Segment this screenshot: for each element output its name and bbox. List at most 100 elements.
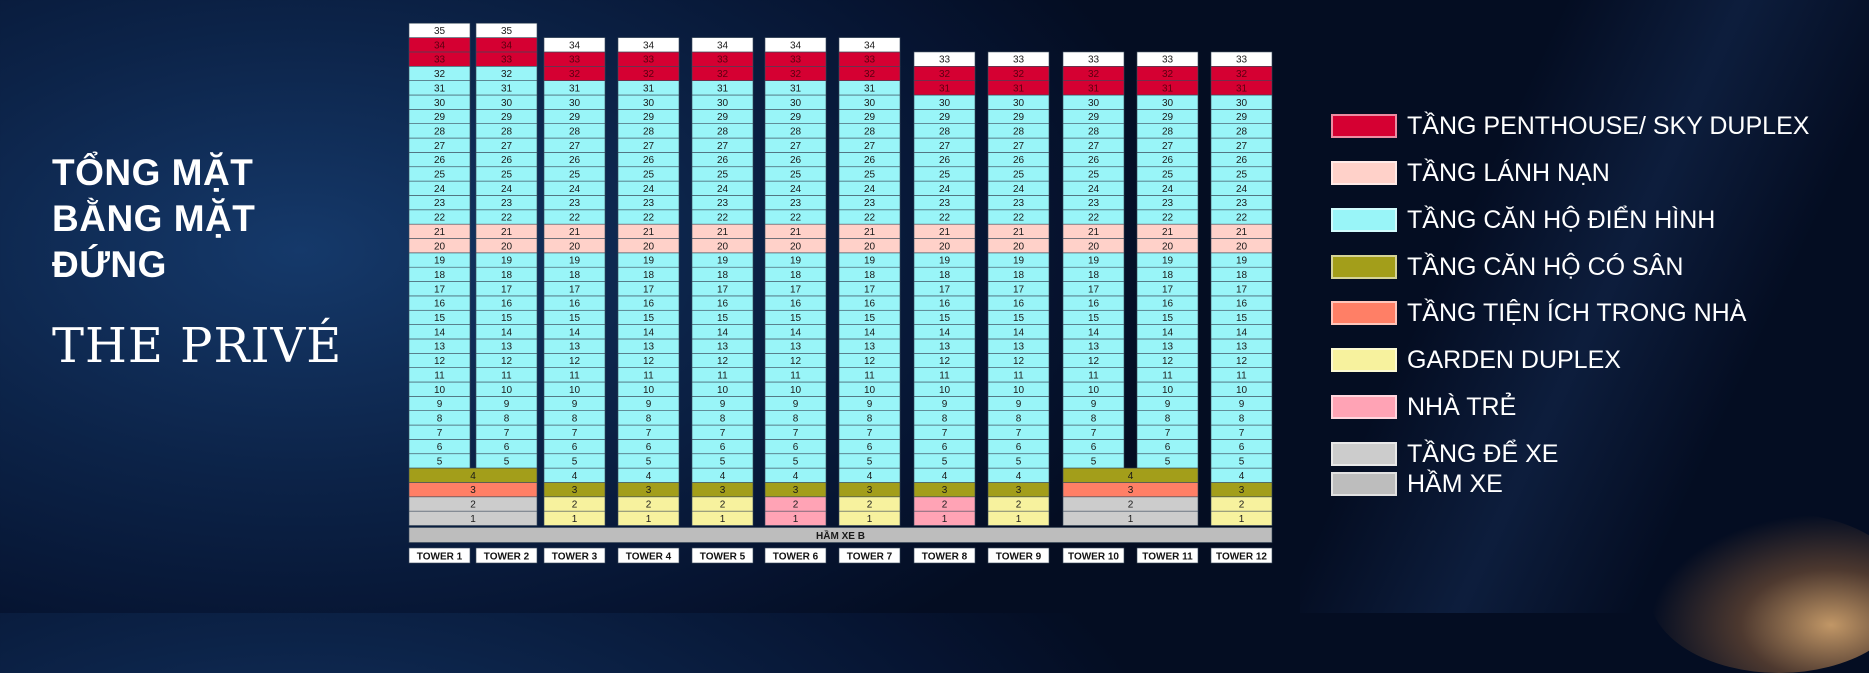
tower-label-box (408, 547, 471, 564)
floor-number: 24 (1162, 184, 1174, 195)
floor-number: 6 (1091, 442, 1097, 453)
floor-number: 20 (569, 241, 581, 252)
floor-number: 8 (867, 413, 873, 424)
floor-number: 3 (942, 485, 948, 496)
floor-number: 14 (1236, 327, 1248, 338)
floor-number: 26 (569, 155, 581, 166)
floor-number: 31 (434, 83, 446, 94)
floor-number: 32 (864, 69, 876, 80)
floor-number: 30 (569, 98, 581, 109)
floor-number: 3 (1239, 485, 1245, 496)
floor-number: 11 (501, 370, 512, 381)
floor-number: 22 (790, 213, 802, 224)
brand-logo-main: PRIVÉ (180, 318, 343, 374)
floor-number: 33 (643, 55, 655, 66)
floor-number: 22 (569, 213, 581, 224)
floor-number: 10 (939, 385, 951, 396)
floor-number: 12 (569, 356, 581, 367)
floor-number: 10 (790, 385, 802, 396)
floor-number: 27 (569, 141, 581, 152)
tower-label: TOWER 4 (626, 552, 672, 563)
floor-number: 5 (1016, 457, 1022, 468)
floor-number: 10 (1236, 385, 1248, 396)
floor-number: 24 (1013, 184, 1025, 195)
floor-number: 28 (1236, 126, 1248, 137)
floor-number: 20 (1236, 241, 1248, 252)
floor-number: 25 (1162, 170, 1174, 181)
floor-number: 22 (434, 213, 446, 224)
floor-number: 9 (1016, 399, 1022, 410)
floor-number: 4 (1239, 471, 1245, 482)
floor-number: 28 (717, 126, 729, 137)
floor-number: 21 (1162, 227, 1174, 238)
floor-number: 13 (1013, 342, 1025, 353)
floor-number: 3 (793, 485, 799, 496)
floor-number: 32 (790, 69, 802, 80)
floor-number: 32 (1013, 69, 1025, 80)
floor-number: 19 (569, 256, 581, 267)
floor-number: 32 (643, 69, 655, 80)
floor-number: 16 (864, 299, 876, 310)
legend-item-parking: TẦNG ĐỂ XE (1331, 440, 1558, 468)
floor-number: 23 (790, 198, 802, 209)
floor-number: 13 (501, 342, 513, 353)
floor-cell (1210, 51, 1273, 67)
floor-number: 16 (717, 299, 729, 310)
floor-number: 12 (1013, 356, 1025, 367)
floor-number: 19 (1236, 256, 1248, 267)
floor-number: 3 (1016, 485, 1022, 496)
floor-number: 25 (1013, 170, 1025, 181)
floor-number: 11 (864, 370, 875, 381)
floor-number: 9 (1165, 399, 1171, 410)
floor-number: 15 (1162, 313, 1174, 324)
floor-number: 29 (864, 112, 876, 123)
floor-number: 16 (1162, 299, 1174, 310)
tower-label-box (1210, 547, 1273, 564)
floor-number: 22 (1088, 213, 1100, 224)
floor-number: 6 (867, 442, 873, 453)
floor-number: 34 (864, 40, 876, 51)
tower-label: TOWER 6 (773, 552, 819, 563)
floor-number: 18 (1162, 270, 1174, 281)
floor-number: 9 (793, 399, 799, 410)
floor-number: 23 (501, 198, 513, 209)
floor-number: 30 (717, 98, 729, 109)
legend-label: TẦNG CĂN HỘ ĐIỂN HÌNH (1407, 205, 1716, 234)
floor-number: 18 (1013, 270, 1025, 281)
floor-number: 26 (434, 155, 446, 166)
floor-number: 17 (1236, 284, 1248, 295)
floor-cell (475, 22, 538, 38)
floor-number: 7 (942, 428, 948, 439)
floor-number: 20 (790, 241, 802, 252)
floor-number: 18 (643, 270, 655, 281)
legend-label: TẦNG ĐỂ XE (1407, 439, 1559, 468)
floor-number: 32 (569, 69, 581, 80)
floor-number: 9 (867, 399, 873, 410)
floor-number: 14 (643, 327, 655, 338)
floor-number: 13 (790, 342, 802, 353)
tower-label: TOWER 3 (552, 552, 598, 563)
floor-number: 19 (939, 256, 951, 267)
legend-item-garden: GARDEN DUPLEX (1331, 346, 1621, 374)
floor-number: 33 (569, 55, 581, 66)
floor-number: 22 (717, 213, 729, 224)
floor-number: 29 (939, 112, 951, 123)
floor-number: 20 (434, 241, 446, 252)
floor-number: 18 (569, 270, 581, 281)
floor-number: 2 (1239, 500, 1245, 511)
floor-number: 30 (643, 98, 655, 109)
floor-number: 7 (867, 428, 873, 439)
floor-number: 21 (939, 227, 951, 238)
legend-swatch (1331, 472, 1397, 496)
floor-number: 10 (643, 385, 655, 396)
floor-number: 22 (501, 213, 513, 224)
floor-number: 33 (717, 55, 729, 66)
floor-number: 15 (1013, 313, 1025, 324)
floor-number: 4 (1016, 471, 1022, 482)
floor-number: 23 (434, 198, 446, 209)
floor-number: 25 (864, 170, 876, 181)
floor-number: 18 (434, 270, 446, 281)
floor-number: 24 (790, 184, 802, 195)
floor-number: 9 (942, 399, 948, 410)
tower-label: TOWER 8 (922, 552, 968, 563)
